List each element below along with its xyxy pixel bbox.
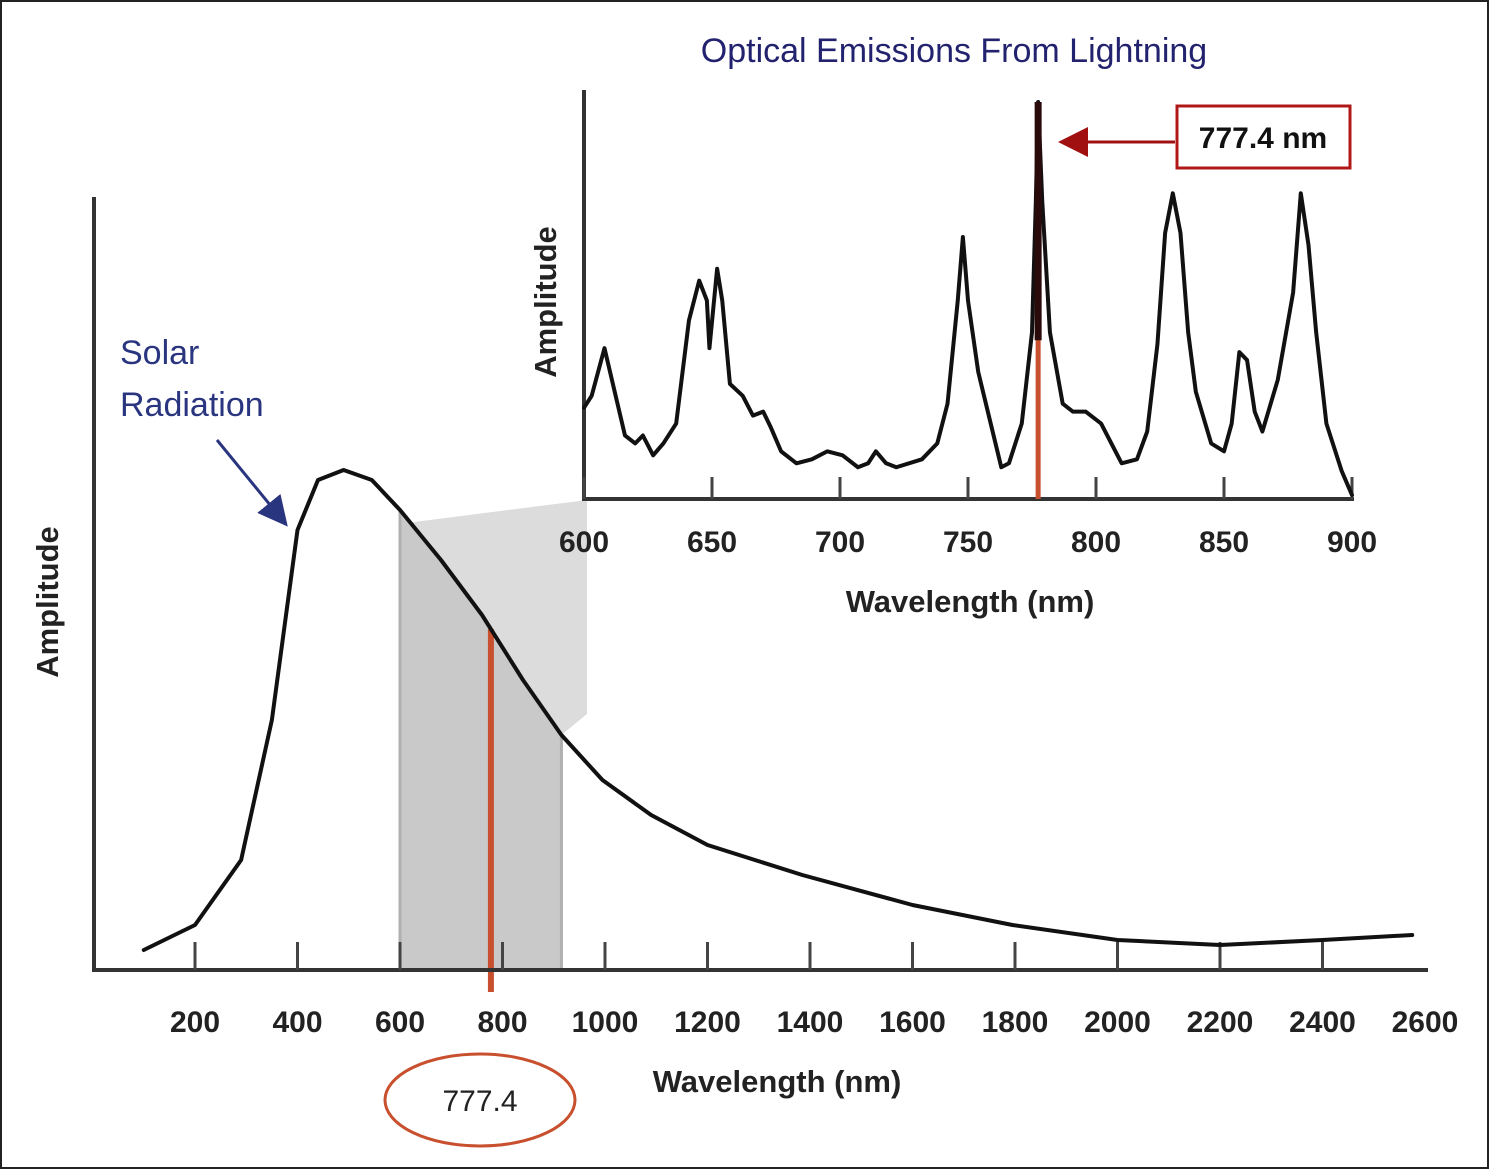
inset-x-tick-label: 900 [1327,526,1377,559]
main-x-tick-label: 2600 [1392,1006,1459,1039]
inset-x-tick-label: 850 [1199,526,1249,559]
zoom-projection [410,500,587,735]
main-x-tick-label: 600 [375,1006,425,1039]
inset-series [582,100,1354,499]
inset-x-tick-label: 650 [687,526,737,559]
inset-callout-label: 777.4 nm [1199,122,1327,155]
inset-x-axis-label: Wavelength (nm) [846,584,1095,619]
inset-x-tick-label: 750 [943,526,993,559]
main-x-tick-label: 400 [272,1006,322,1039]
main-x-tick-label: 1600 [879,1006,946,1039]
main-chart-background [398,500,587,992]
main-x-tick-label: 1000 [572,1006,639,1039]
main-x-ticks: 200 400 600 800 1000 1200 1400 1600 1800 2000 2200… [170,942,1458,1039]
main-series [141,468,1415,952]
inset-title: Optical Emissions From Lightning [701,32,1207,70]
main-y-axis-label: Amplitude [30,526,65,678]
inset-x-ticks: 600 650 700 750 800 850 900 [559,477,1377,559]
main-x-tick-label: 200 [170,1006,220,1039]
main-x-tick-label: 1200 [674,1006,741,1039]
solar-annotation-line2: Radiation [120,386,264,424]
solar-annotation-line1: Solar [120,334,199,372]
main-x-tick-label: 2400 [1289,1006,1356,1039]
main-x-tick-label: 800 [477,1006,527,1039]
marker-label-circle [383,1052,577,1148]
main-x-tick-label: 2000 [1084,1006,1151,1039]
inset-y-axis-label: Amplitude [528,226,563,378]
main-x-tick-label: 1800 [982,1006,1049,1039]
lightning-spectrum-curve [582,100,1354,498]
main-x-tick-label: 2200 [1187,1006,1254,1039]
inset-callout-box [1175,104,1352,170]
marker-label: 777.4 [442,1085,517,1118]
inset-x-tick-label: 800 [1071,526,1121,559]
main-x-axis-label: Wavelength (nm) [653,1064,902,1099]
inset-x-tick-label: 700 [815,526,865,559]
solar-annotation-arrow [215,439,288,527]
main-x-tick-label: 1400 [777,1006,844,1039]
inset-x-tick-label: 600 [559,526,609,559]
